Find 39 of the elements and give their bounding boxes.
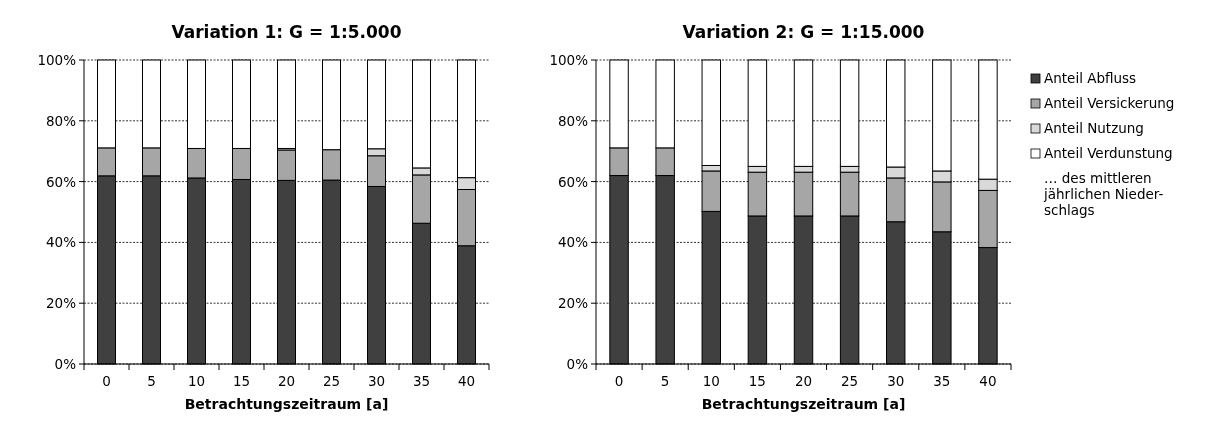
x-tick-label: 40	[979, 373, 997, 389]
x-tick-label: 10	[187, 373, 206, 389]
x-tick-label: 15	[748, 373, 766, 389]
x-tick-label: 0	[614, 373, 624, 389]
x-tick-label: 25	[841, 373, 859, 389]
y-tick-label: 20%	[557, 295, 589, 312]
legend-label: Anteil Nutzung	[1044, 120, 1144, 136]
x-tick-label: 35	[412, 373, 431, 389]
y-tick-label: 0%	[566, 356, 589, 372]
x-tick-label: 25	[322, 373, 341, 389]
text: … des mittleren jährlichen Nieder- schlags	[1043, 170, 1164, 218]
chart-title: Variation 2: G = 1:15.000	[682, 22, 925, 42]
x-axis-title: Betrachtungszeitraum [a]	[701, 396, 906, 412]
x-tick-label: 30	[367, 373, 386, 389]
x-tick-label: 35	[933, 373, 951, 389]
x-tick-label: 20	[277, 373, 296, 389]
x-tick-label: 0	[102, 373, 111, 389]
y-tick-label: 40%	[557, 234, 589, 251]
x-axis-title: Betrachtungszeitraum [a]	[184, 396, 389, 412]
y-tick-label: 100%	[37, 52, 77, 68]
y-tick-label: 60%	[557, 173, 589, 190]
y-tick-label: 80%	[557, 112, 589, 129]
x-tick-label: 40	[457, 373, 476, 389]
y-tick-label: 80%	[45, 112, 77, 129]
y-tick-label: 100%	[549, 52, 589, 68]
x-tick-label: 15	[232, 373, 251, 389]
y-tick-label: 40%	[45, 234, 77, 251]
chart-title: Variation 1: G = 1:5.000	[171, 22, 402, 42]
y-tick-label: 60%	[45, 173, 77, 190]
legend-label: Anteil Abfluss	[1044, 70, 1137, 86]
y-tick-label: 0%	[54, 356, 77, 372]
y-tick-label: 20%	[45, 295, 77, 312]
x-tick-label: 5	[147, 373, 156, 389]
legend-label: Anteil Verdunstung	[1044, 145, 1173, 161]
x-tick-label: 10	[702, 373, 720, 389]
legend-label: Anteil Versickerung	[1044, 95, 1175, 111]
x-tick-label: 30	[887, 373, 905, 389]
x-tick-label: 20	[794, 373, 813, 389]
x-tick-label: 5	[660, 373, 670, 389]
